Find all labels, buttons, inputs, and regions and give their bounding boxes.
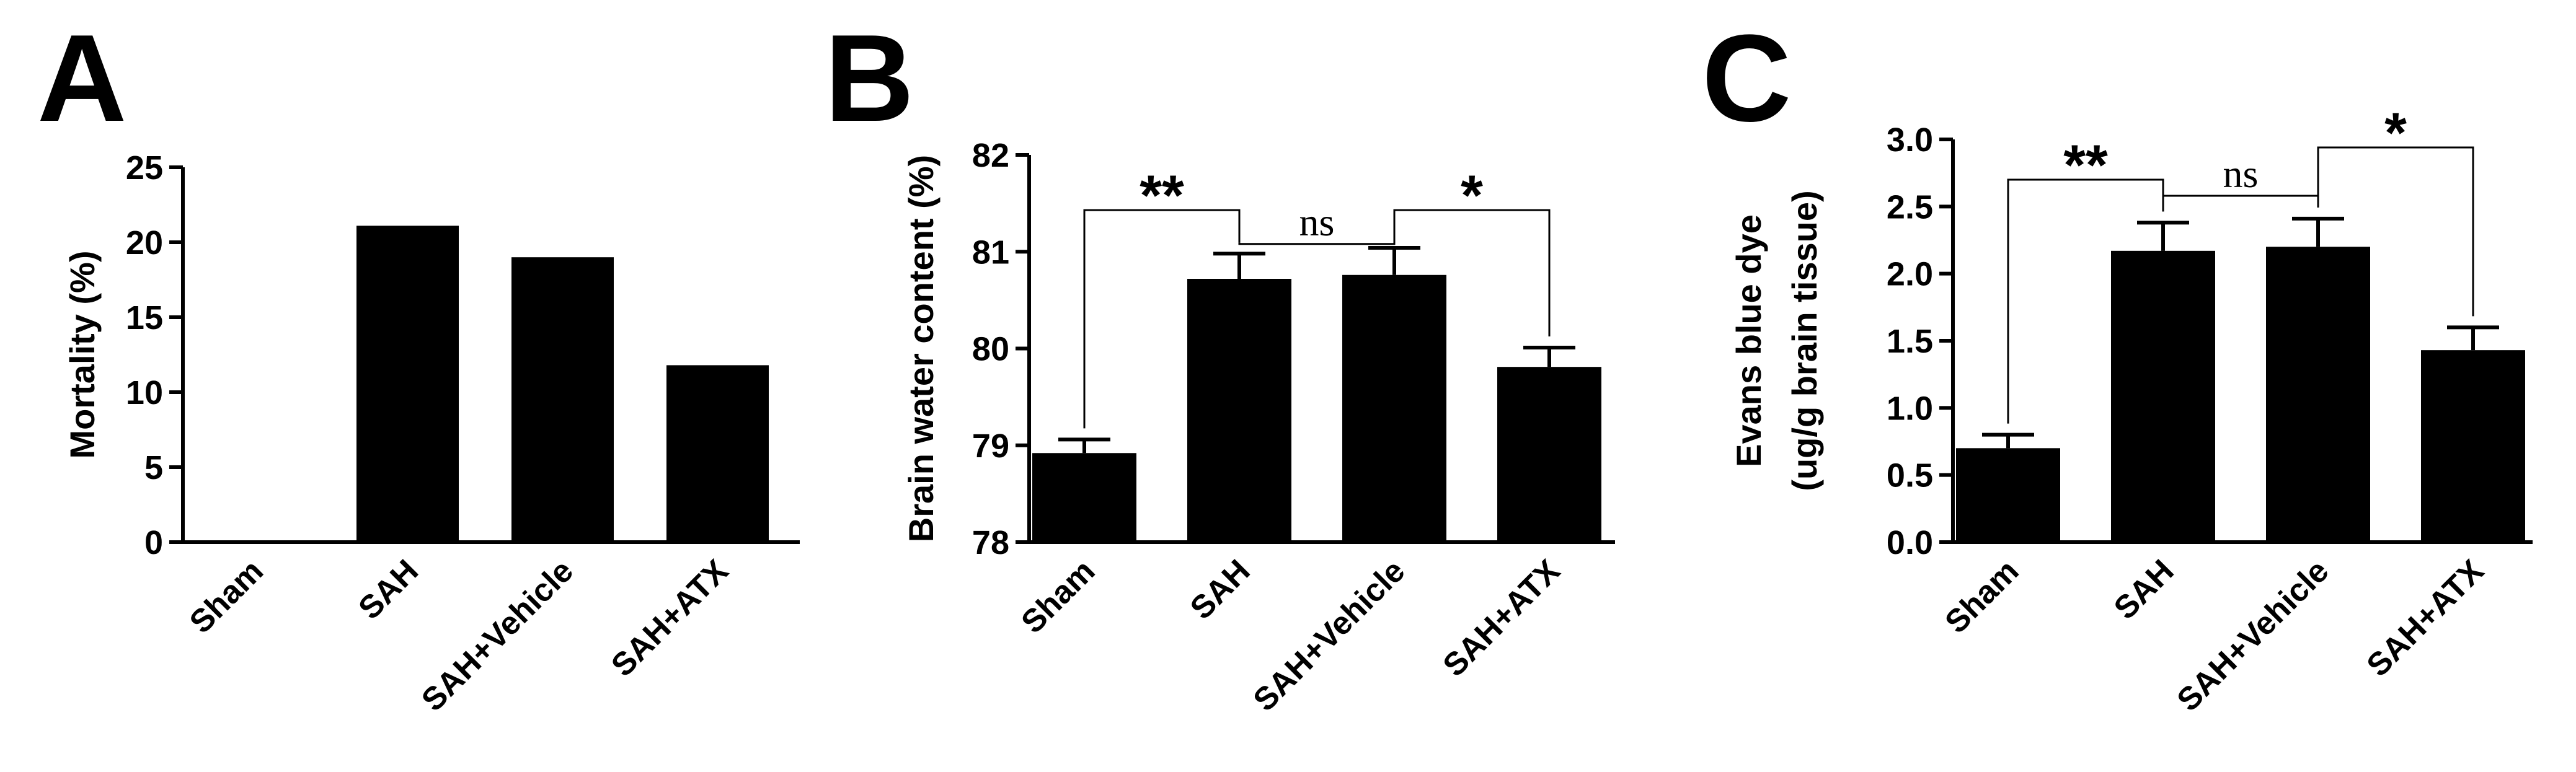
significance-bracket: **: [1083, 164, 1241, 429]
significance-label: *: [2384, 102, 2407, 165]
category-label: SAH+Vehicle: [1247, 553, 1412, 718]
significance-bracket: **: [2007, 134, 2164, 424]
y-tick-label: 3.0: [1887, 121, 1933, 159]
bar-sah: [356, 226, 459, 542]
category-label: SAH+ATX: [2360, 553, 2491, 683]
bar-sah-vehicle: [511, 257, 614, 542]
y-tick-label: 78: [972, 524, 1009, 561]
bar-sah: [1187, 279, 1291, 542]
category-label: SAH: [352, 553, 425, 626]
y-tick-label: 2.0: [1887, 256, 1933, 293]
y-tick-label: 82: [972, 137, 1009, 174]
category-label: SAH+Vehicle: [2171, 553, 2336, 718]
category-label: SAH: [1184, 553, 1257, 626]
category-label: SAH+ATX: [604, 553, 735, 683]
bar-sah-atx: [1497, 367, 1601, 542]
category-label: Sham: [183, 553, 270, 640]
y-tick-label: 20: [126, 224, 163, 261]
y-axis-title-line2: (ug/g brain tissue): [1785, 190, 1824, 491]
bracket-line: [2317, 146, 2474, 317]
y-tick-label: 1.0: [1887, 390, 1933, 427]
panel-b: B 78 79 80 81 82 Brain water content (%) Sham SA…: [825, 9, 1615, 718]
y-tick-label: 2.5: [1887, 188, 1933, 226]
y-tick-label: 1.5: [1887, 323, 1933, 360]
significance-bracket: ns: [1238, 200, 1396, 245]
bar-sah: [2111, 250, 2215, 542]
y-tick-label: 0.5: [1887, 457, 1933, 494]
bar-sham: [1956, 448, 2060, 542]
y-tick-label: 25: [126, 149, 163, 186]
bracket-line: [1083, 209, 1241, 429]
bracket-line: [1238, 237, 1396, 245]
y-axis-title: Mortality (%): [63, 251, 102, 459]
panel-c: C 0.0 0.5 1.0 1.5 2.0 2.5 3.0 Evans blue dye (ug/…: [1702, 9, 2533, 718]
bar-sah-atx: [2421, 350, 2525, 542]
panel-letter: B: [825, 9, 914, 147]
category-label: SAH+ATX: [1436, 553, 1567, 683]
y-tick-label: 81: [972, 234, 1009, 271]
y-tick-label: 0.0: [1887, 524, 1933, 561]
y-tick-label: 15: [126, 299, 163, 336]
y-tick-label: 10: [126, 374, 163, 411]
bar-sah-vehicle: [1342, 274, 1446, 542]
significance-label: ns: [2223, 152, 2259, 196]
panel-letter: C: [1702, 9, 1791, 147]
panel-a: A 0 5 10 15 20 25 Mortality (%) Sham SAHSAH+Vehic…: [37, 9, 800, 718]
category-label: SAH: [2107, 553, 2181, 626]
significance-bracket: ns: [2162, 152, 2319, 212]
significance-bracket: *: [2317, 102, 2474, 317]
category-label: Sham: [1938, 553, 2025, 640]
y-axis-title: Brain water content (%): [901, 155, 941, 542]
significance-bracket: *: [1393, 164, 1551, 336]
category-label: SAH+Vehicle: [415, 553, 580, 718]
y-tick-label: 0: [144, 524, 163, 561]
category-label: Sham: [1014, 553, 1102, 640]
significance-label: *: [1461, 164, 1483, 227]
bracket-line: [1393, 209, 1551, 336]
y-axis-title: Evans blue dye: [1729, 214, 1768, 467]
bar-sah-vehicle: [2266, 247, 2370, 542]
bar-sah-atx: [666, 365, 769, 542]
significance-label: **: [1140, 164, 1184, 227]
bracket-line: [2162, 195, 2319, 212]
panel-letter: A: [37, 9, 126, 147]
y-tick-label: 80: [972, 331, 1009, 368]
bar-sham: [1032, 453, 1136, 542]
y-tick-label: 79: [972, 428, 1009, 465]
y-tick-label: 5: [144, 449, 163, 486]
significance-label: ns: [1299, 200, 1335, 244]
significance-label: **: [2063, 134, 2108, 197]
